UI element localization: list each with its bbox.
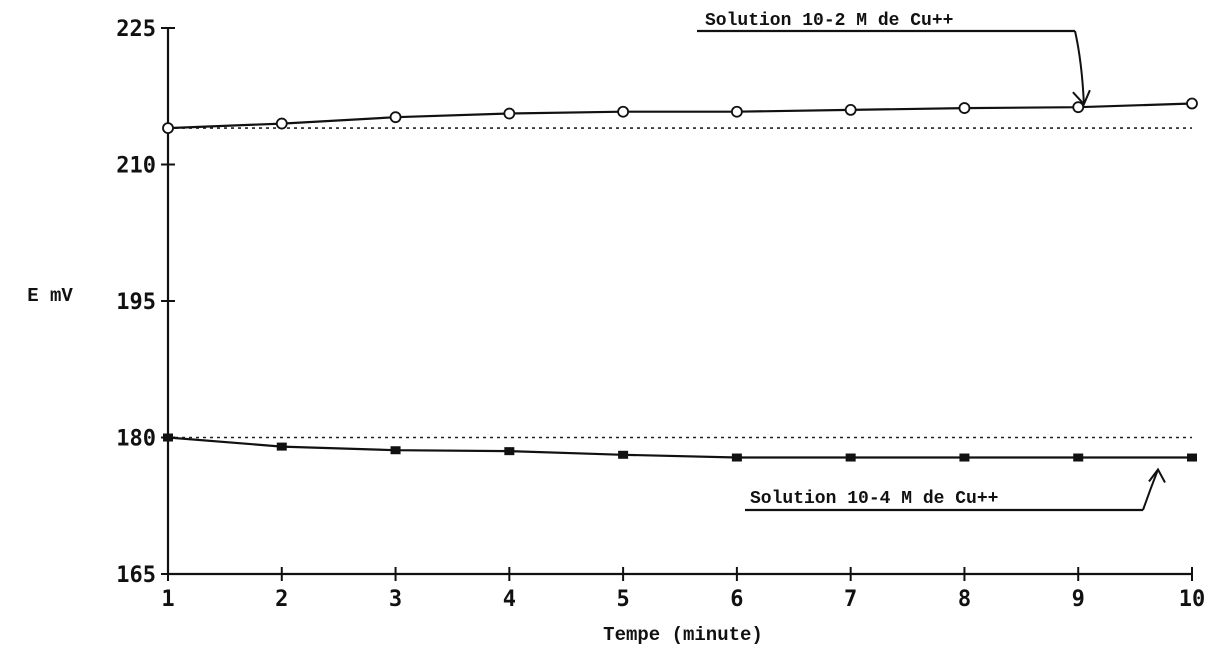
annotations: Solution 10-2 M de Cu++ Solution 10-4 M d…: [697, 11, 1166, 512]
y-tick-label: 210: [116, 154, 156, 179]
arrow-head-icon: [1148, 467, 1166, 483]
x-tick-label: 8: [958, 587, 971, 612]
data-point: [503, 107, 516, 120]
data-point: [163, 433, 173, 442]
data-point: [730, 105, 743, 118]
data-point: [1187, 453, 1197, 462]
tick-labels: 165 180 195 210 225 1 2 3 4 5 6 7 8 9 10: [116, 17, 1205, 612]
data-point: [1073, 453, 1084, 462]
data-point: [617, 105, 630, 118]
data-point: [618, 450, 629, 459]
data-point: [275, 117, 288, 130]
series-annotation-label: Solution 10-4 M de Cu++: [750, 489, 998, 509]
series-line-2: [167, 436, 1192, 459]
series-annotation-label: Solution 10-2 M de Cu++: [705, 11, 953, 31]
axes: [166, 28, 1192, 576]
data-point: [162, 122, 174, 135]
series-lines: [167, 102, 1193, 459]
annotation-arrow: [1074, 30, 1085, 105]
x-tick-label: 2: [275, 587, 288, 612]
markers: [162, 97, 1198, 462]
data-point: [845, 453, 856, 462]
y-tick-label: 180: [116, 427, 156, 452]
arrow-head-icon: [1072, 89, 1091, 107]
y-tick-label: 195: [116, 290, 156, 315]
x-tick-label: 9: [1072, 587, 1085, 612]
x-tick-label: 6: [730, 587, 743, 612]
data-point: [390, 446, 401, 455]
data-point: [504, 447, 515, 456]
annotation-arrow: [1142, 469, 1159, 511]
y-tick-label: 225: [116, 17, 156, 42]
data-point: [389, 111, 402, 124]
data-point: [844, 104, 857, 116]
x-axis-title: Tempe (minute): [603, 624, 763, 645]
data-point: [959, 453, 970, 462]
data-point: [1186, 97, 1198, 110]
x-tick-label: 5: [616, 587, 629, 612]
ticks: [161, 27, 1193, 581]
data-point: [276, 442, 287, 451]
x-tick-label: 1: [161, 587, 174, 612]
series-line-1: [167, 102, 1193, 130]
x-tick-label: 7: [844, 587, 857, 612]
reference-lines: [168, 127, 1192, 439]
data-point: [1072, 101, 1085, 114]
x-tick-label: 3: [389, 587, 402, 612]
y-tick-label: 165: [116, 563, 156, 588]
y-axis-title: E mV: [27, 285, 73, 307]
x-tick-label: 10: [1179, 587, 1206, 612]
data-point: [958, 102, 971, 114]
data-point: [731, 453, 742, 462]
x-tick-label: 4: [503, 587, 516, 612]
